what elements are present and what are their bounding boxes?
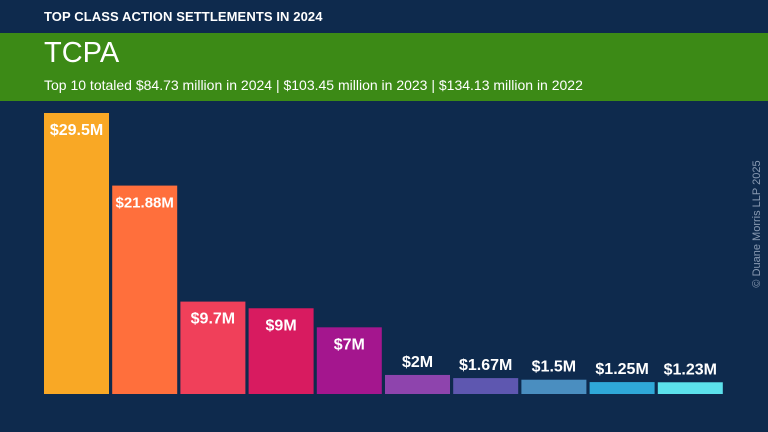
title-banner: TCPA Top 10 totaled $84.73 million in 20… [0,33,768,101]
bar-10 [657,382,723,394]
bar-9 [589,382,655,394]
chart-subtitle: Top 10 totaled $84.73 million in 2024 | … [44,77,583,93]
data-label-1: $29.5M [50,122,103,139]
bar-6 [385,374,450,394]
bar-7 [453,378,519,394]
bar-8 [521,379,587,394]
data-label-10: $1.23M [664,361,717,378]
data-label-5: $7M [334,336,365,353]
data-label-2: $21.88M [116,195,174,212]
chart-title: TCPA [44,37,120,69]
data-label-7: $1.67M [459,357,512,374]
data-label-9: $1.25M [595,361,648,378]
chart-header: TOP CLASS ACTION SETTLEMENTS IN 2024 [44,9,323,24]
data-label-4: $9M [266,317,297,334]
bar-5 [316,327,382,394]
bar-1 [44,113,109,394]
bar-2 [112,185,178,394]
bar-4 [248,308,314,394]
data-label-8: $1.5M [532,359,576,376]
data-label-6: $2M [402,354,433,371]
data-label-3: $9.7M [191,311,235,328]
bar-3 [180,301,246,394]
